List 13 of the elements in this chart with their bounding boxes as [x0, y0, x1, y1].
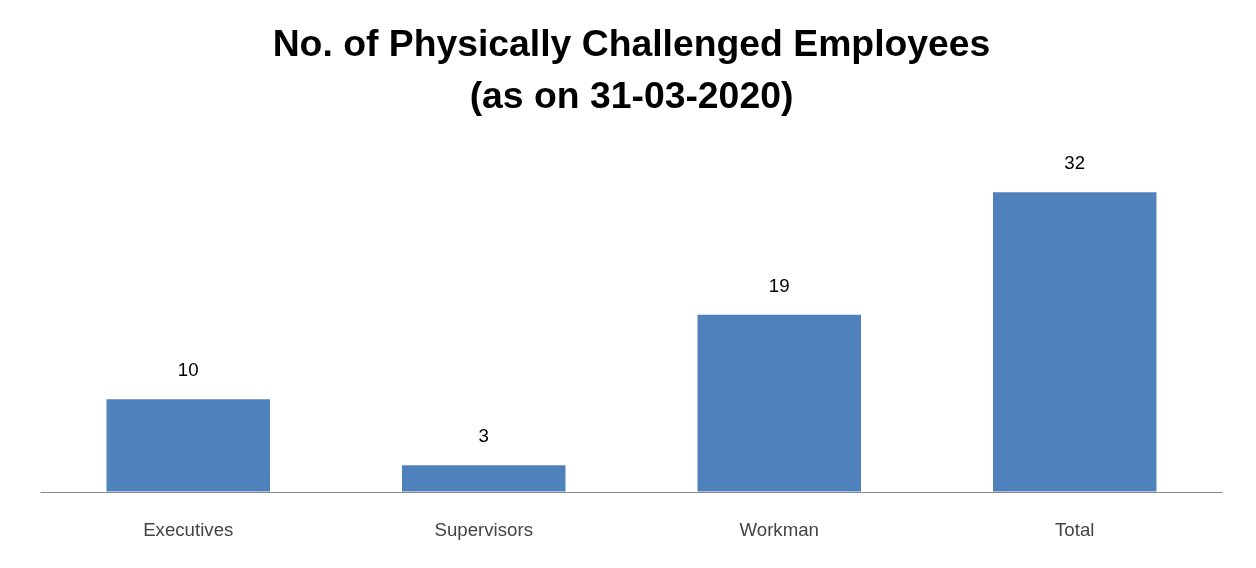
bar [104, 397, 272, 493]
bar [400, 463, 568, 493]
data-label: 3 [478, 425, 489, 447]
bar [695, 312, 863, 493]
x-tick-label: Workman [739, 518, 819, 540]
data-label: 32 [1064, 152, 1086, 174]
chart-title: No. of Physically Challenged Employees (as on 31-03-2020) [272, 21, 991, 116]
x-tick-label: Total [1055, 518, 1095, 540]
data-label: 10 [177, 359, 199, 381]
x-tick-label: Supervisors [434, 518, 534, 540]
bar [991, 190, 1159, 493]
x-tick-label: Executives [143, 518, 234, 540]
data-label: 19 [768, 274, 790, 296]
